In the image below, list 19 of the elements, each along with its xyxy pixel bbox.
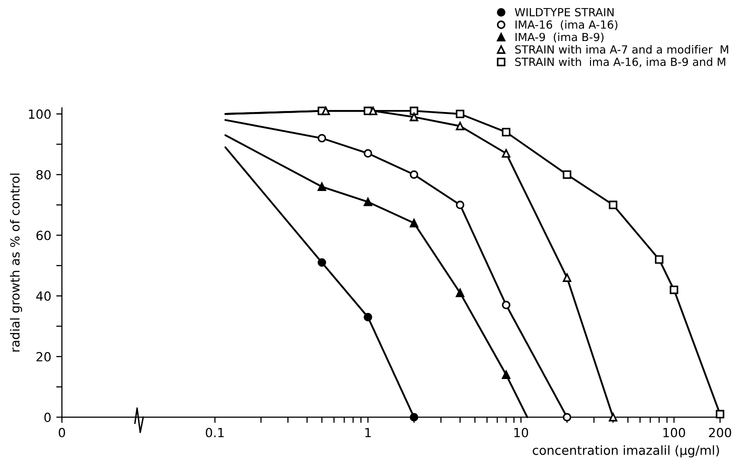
x-tick-label: 0.1 [206, 428, 224, 438]
y-tick-label: 80 [36, 170, 51, 180]
y-tick-label: 60 [36, 230, 51, 240]
y-tick-label: 100 [29, 109, 51, 119]
y-tick-label: 40 [36, 291, 51, 301]
legend-label: STRAIN with ima A-7 and a modifier M [515, 45, 728, 54]
x-tick-label: 200 [709, 428, 732, 438]
legend-label: WILDTYPE STRAIN [514, 8, 614, 16]
y-tick-label: 20 [36, 352, 51, 362]
y-axis-title: radial growth as % of control [10, 174, 22, 352]
x-tick-label: 1 [365, 428, 371, 438]
legend-label: STRAIN with ima A-16, ima B-9 and M [515, 57, 726, 68]
y-tick-label: 0 [44, 412, 51, 422]
x-axis-title: concentration imazalil (µg/ml) [532, 445, 719, 458]
x-tick-label: 0 [58, 428, 66, 438]
legend-label: IMA-16 (ima A-16) [516, 20, 618, 30]
legend-label: IMA-9 (ima B-9) [516, 32, 604, 43]
x-tick-label: 10 [514, 428, 528, 438]
x-tick-label: 100 [663, 428, 686, 438]
